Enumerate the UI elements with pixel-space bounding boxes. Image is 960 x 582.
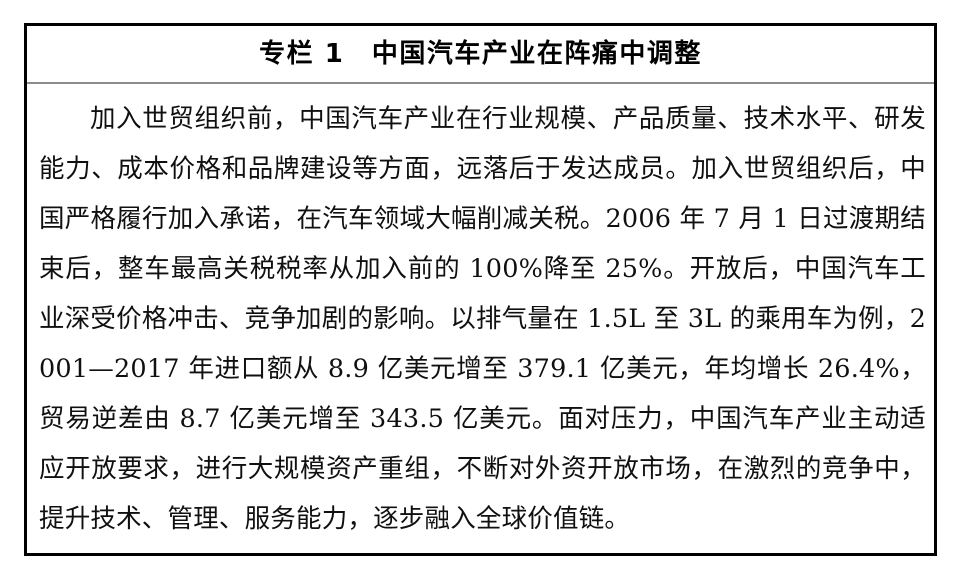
box-body: 加入世贸组织前，中国汽车产业在行业规模、产品质量、技术水平、研发能力、成本价格和… [27,84,934,544]
box-panel: 专栏 1 中国汽车产业在阵痛中调整 加入世贸组织前，中国汽车产业在行业规模、产品… [24,23,937,556]
box-body-paragraph: 加入世贸组织前，中国汽车产业在行业规模、产品质量、技术水平、研发能力、成本价格和… [39,104,926,534]
box-header: 专栏 1 中国汽车产业在阵痛中调整 [27,26,934,84]
box-title: 专栏 1 中国汽车产业在阵痛中调整 [259,39,702,69]
